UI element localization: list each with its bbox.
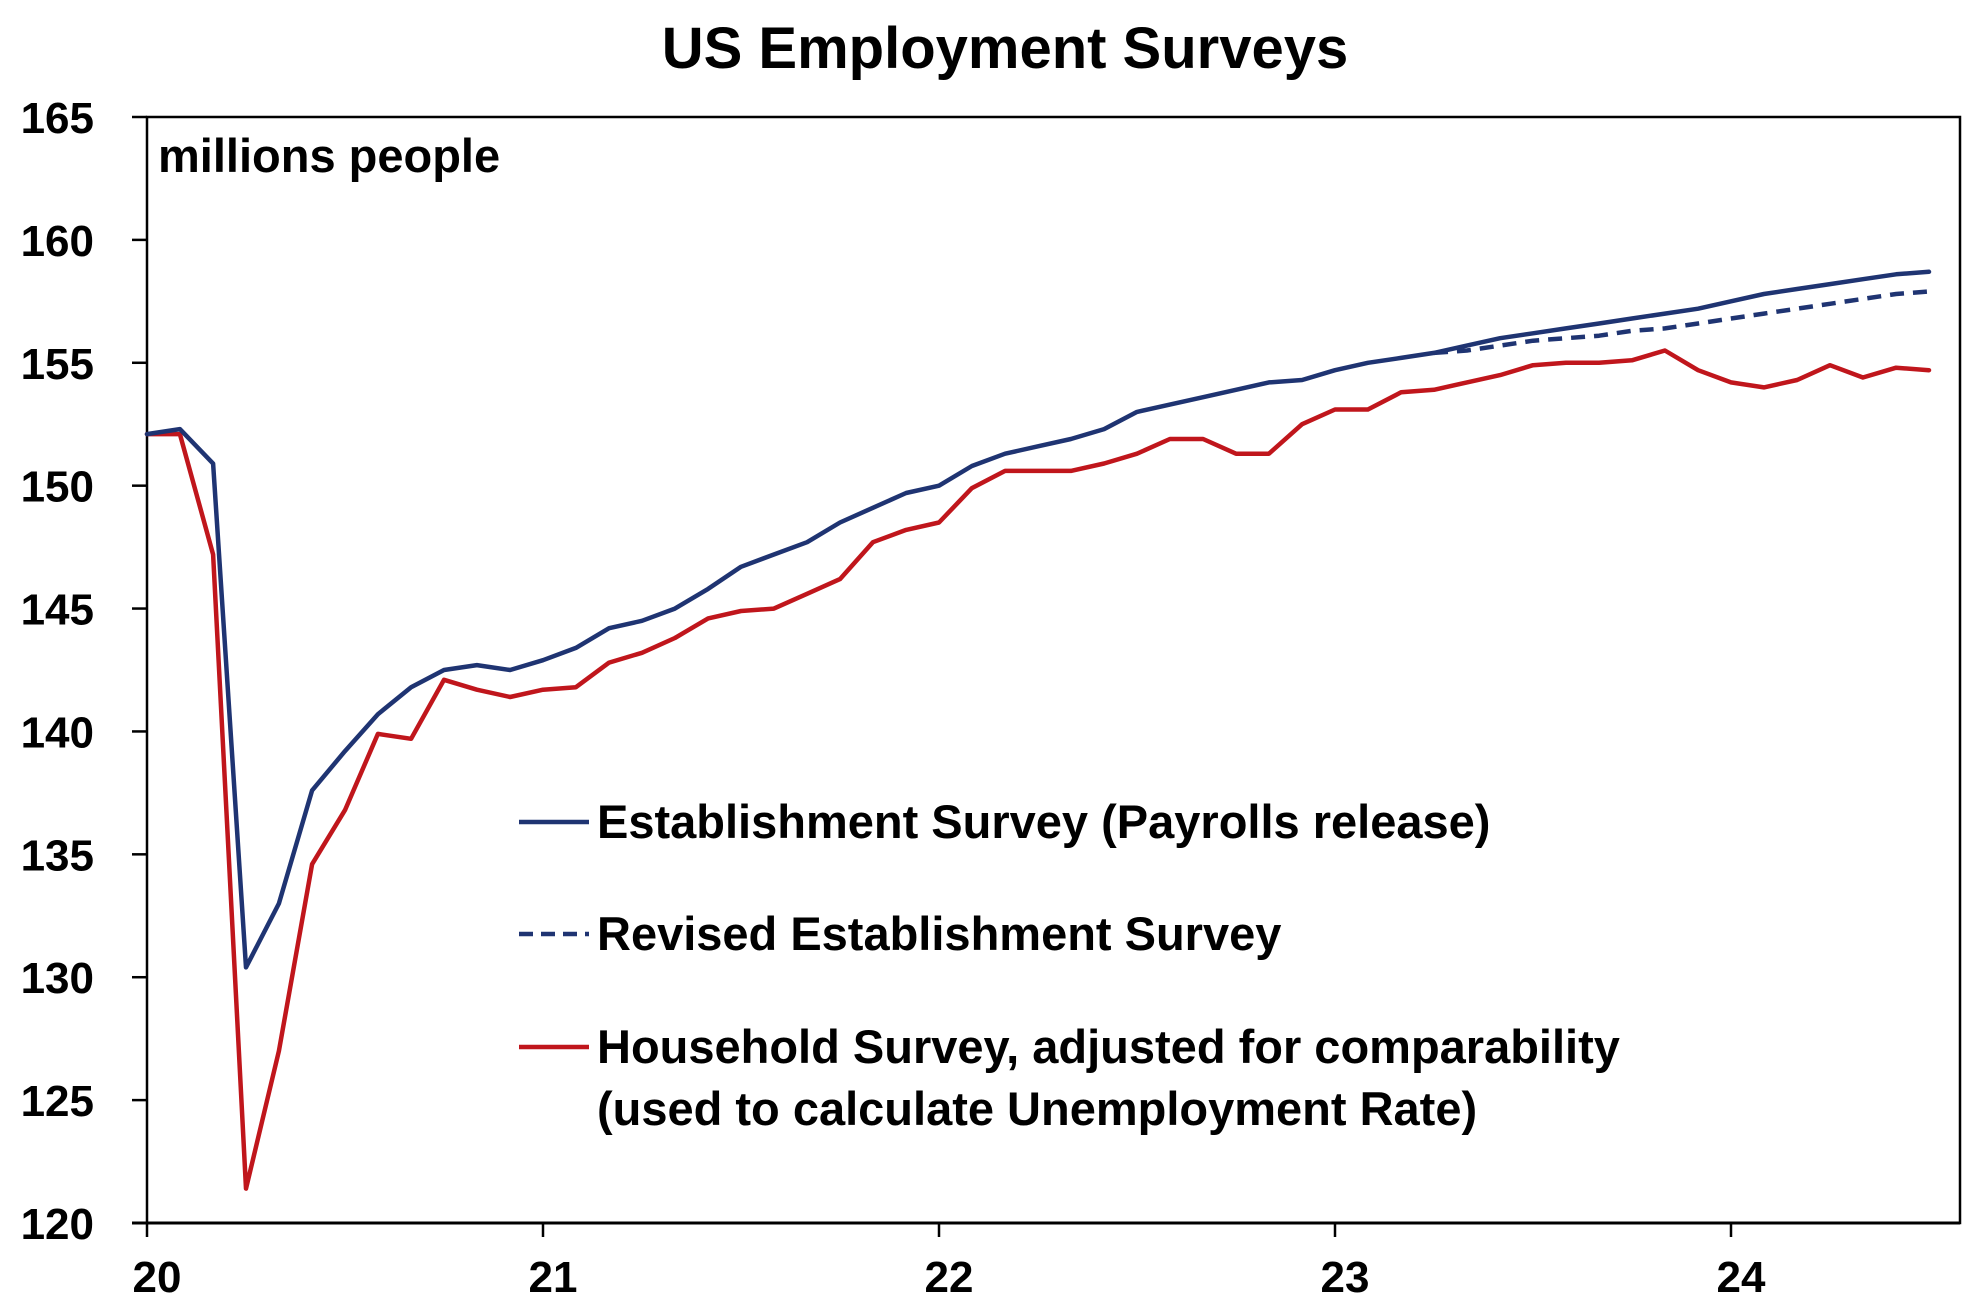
series-line-establishment (144, 269, 1932, 970)
legend-label-household: (used to calculate Unemployment Rate) (597, 1082, 1477, 1135)
y-tick-label: 155 (21, 340, 94, 389)
y-unit-label: millions people (158, 129, 500, 182)
legend-label-revised: Revised Establishment Survey (597, 907, 1281, 960)
series-layer (144, 269, 1932, 1191)
legend-label-household: Household Survey, adjusted for comparabi… (597, 1020, 1620, 1073)
y-tick-label: 150 (21, 463, 94, 512)
legend: Establishment Survey (Payrolls release) R… (519, 795, 1620, 1135)
y-tick-label: 125 (21, 1077, 94, 1126)
x-tick-label: 24 (1717, 1253, 1766, 1299)
y-axis-ticks: 120 125 130 135 140 145 150 155 160 165 (21, 94, 147, 1249)
x-tick-label: 20 (133, 1253, 182, 1299)
y-tick-label: 140 (21, 708, 94, 757)
y-tick-label: 130 (21, 954, 94, 1003)
legend-label-establishment: Establishment Survey (Payrolls release) (597, 795, 1490, 848)
x-tick-label: 21 (529, 1253, 578, 1299)
x-axis-ticks: 20 21 22 23 24 (133, 1223, 1766, 1302)
y-tick-label: 145 (21, 586, 94, 635)
series-line-revised (1433, 289, 1930, 356)
x-tick-label: 22 (925, 1253, 974, 1299)
x-tick-label: 23 (1321, 1253, 1370, 1299)
chart-title: US Employment Surveys (662, 16, 1349, 81)
y-tick-label: 120 (21, 1200, 94, 1249)
y-tick-label: 160 (21, 217, 94, 266)
series-line-household (144, 348, 1932, 1191)
y-tick-label: 165 (21, 94, 94, 143)
y-tick-label: 135 (21, 831, 94, 880)
